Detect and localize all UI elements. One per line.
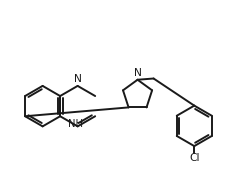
Text: N: N [74, 74, 82, 84]
Text: N: N [134, 68, 142, 78]
Text: Cl: Cl [189, 153, 200, 163]
Text: NH: NH [68, 119, 83, 129]
